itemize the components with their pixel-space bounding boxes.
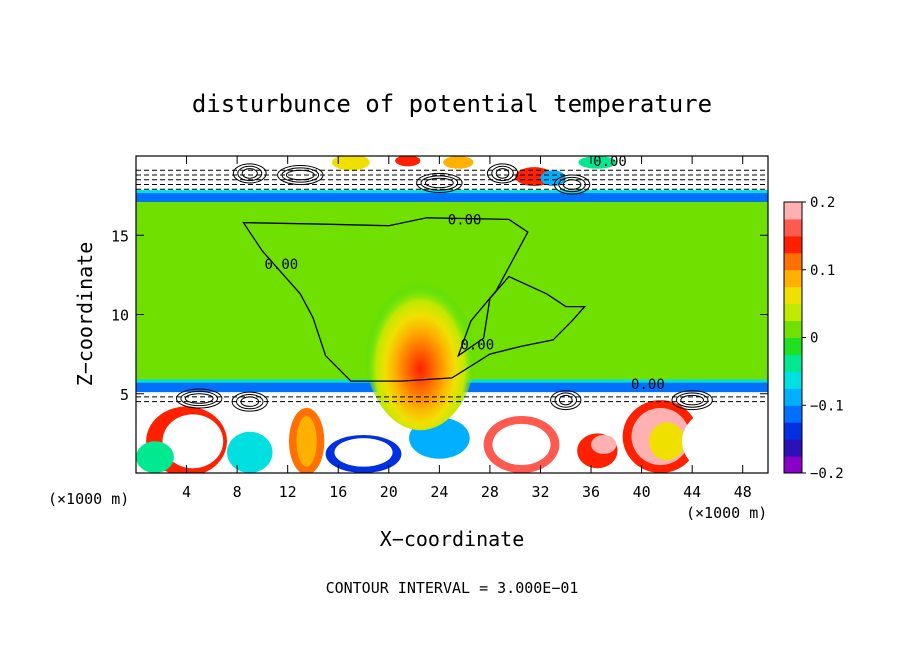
lower-patch-15 xyxy=(682,409,753,473)
lower-patch-9 xyxy=(492,423,551,466)
colorbar-tick-label-4: 0.1 xyxy=(810,263,835,279)
colorbar-tick-label-2: −0.1 xyxy=(810,398,844,414)
colorbar-swatch-13 xyxy=(784,252,802,271)
contour-label-3: 0.00 xyxy=(460,338,494,354)
colorbar-swatch-14 xyxy=(784,235,802,254)
lower-patch-16 xyxy=(136,441,174,473)
chart-title: disturbunce of potential temperature xyxy=(192,90,712,118)
x-tick-label-40: 40 xyxy=(633,483,651,501)
x-tick-label-16: 16 xyxy=(329,483,347,501)
swirl-contour-7-3 xyxy=(240,396,260,407)
x-axis-label: X−coordinate xyxy=(380,527,525,551)
x-tick-label-8: 8 xyxy=(233,483,242,501)
upper-patch-6 xyxy=(578,156,617,169)
contour-label-2: 0.00 xyxy=(265,257,299,273)
swirl-contour-8-1 xyxy=(550,390,582,411)
swirl-contour-7-2 xyxy=(235,394,264,410)
colorbar-swatch-8 xyxy=(784,337,802,355)
x-unit-left: (×1000 m) xyxy=(48,490,129,508)
x-tick-label-28: 28 xyxy=(481,483,499,501)
cold-band-top xyxy=(136,192,768,202)
colorbar-swatch-2 xyxy=(784,439,802,457)
y-axis-label: Z−coordinate xyxy=(73,242,97,387)
y-tick-label-10: 10 xyxy=(111,307,129,325)
y-tick-label-15: 15 xyxy=(111,227,129,245)
colorbar-swatch-6 xyxy=(784,371,802,389)
y-tick-label-5: 5 xyxy=(120,386,129,404)
swirl-contour-1-2 xyxy=(237,165,263,182)
swirl-contour-6-2 xyxy=(180,390,219,407)
x-tick-label-48: 48 xyxy=(734,483,752,501)
contour-label-4: 0.00 xyxy=(631,377,665,393)
lower-patch-11 xyxy=(591,434,617,454)
swirl-contour-2-2 xyxy=(281,167,320,183)
colorbar-swatch-10 xyxy=(784,303,802,322)
x-unit-right: (×1000 m) xyxy=(686,504,767,522)
cold-band-top-edge xyxy=(136,190,768,194)
x-tick-label-20: 20 xyxy=(380,483,398,501)
colorbar-swatch-15 xyxy=(784,218,802,237)
colorbar-swatch-7 xyxy=(784,354,802,372)
plot-area: 0.00 0.00 0.00 0.00 0.00 xyxy=(136,154,768,473)
upper-patch-2 xyxy=(395,156,421,167)
colorbar-swatch-4 xyxy=(784,405,802,423)
colorbar-swatch-16 xyxy=(784,202,802,220)
upper-patch-3 xyxy=(443,156,474,169)
colorbar-tick-label-5: 0.2 xyxy=(810,195,835,211)
y-axis: 5 10 15 xyxy=(111,227,768,404)
swirl-contour-2-3 xyxy=(285,169,315,181)
lower-patch-4 xyxy=(296,415,317,467)
colorbar-tick-label-3: 0 xyxy=(810,331,818,347)
swirl-contour-3-3 xyxy=(424,177,454,189)
lower-patch-2 xyxy=(162,414,224,469)
lower-patch-14 xyxy=(649,422,685,461)
contour-label-5: 0.00 xyxy=(593,154,627,170)
swirl-contour-6-1 xyxy=(175,388,223,409)
swirl-contour-4-3 xyxy=(495,168,510,179)
upper-patch-1 xyxy=(331,156,370,171)
x-axis: 4 8 12 16 20 24 28 32 36 40 44 48 xyxy=(182,156,752,501)
colorbar-tick-label-1: −0.2 xyxy=(810,466,844,482)
swirl-contour-6-3 xyxy=(184,393,214,404)
zero-contour xyxy=(242,217,587,382)
warm-core xyxy=(363,255,478,431)
swirl-contour-9-3 xyxy=(680,394,705,406)
colorbar-swatch-12 xyxy=(784,269,802,288)
swirl-contour-9-2 xyxy=(675,392,709,408)
colorbar-swatch-5 xyxy=(784,388,802,406)
contour-interval-note: CONTOUR INTERVAL = 3.000E−01 xyxy=(326,579,579,597)
x-tick-label-32: 32 xyxy=(531,483,549,501)
swirl-contour-1-3 xyxy=(241,168,258,179)
x-tick-label-24: 24 xyxy=(430,483,448,501)
x-tick-label-12: 12 xyxy=(279,483,297,501)
swirl-contour-1-1 xyxy=(232,163,267,184)
lower-patch-6 xyxy=(334,438,393,467)
x-tick-label-44: 44 xyxy=(683,483,701,501)
colorbar-swatch-11 xyxy=(784,286,802,305)
colorbar-swatch-3 xyxy=(784,422,802,440)
swirl-contour-8-2 xyxy=(554,392,578,408)
swirl-contour-9-1 xyxy=(671,390,713,411)
upper-patch-5 xyxy=(540,170,566,187)
x-tick-label-4: 4 xyxy=(182,483,191,501)
colorbar: −0.2 −0.1 0 0.1 0.2 xyxy=(783,195,844,482)
swirl-contour-4-2 xyxy=(491,165,514,182)
swirl-contour-3-2 xyxy=(420,175,459,191)
x-tick-label-36: 36 xyxy=(582,483,600,501)
lower-patch-17 xyxy=(227,431,273,473)
swirl-contour-2-1 xyxy=(277,165,324,186)
swirl-contour-7-1 xyxy=(231,391,268,412)
swirl-contour-5-1 xyxy=(553,174,591,195)
swirl-contour-5-2 xyxy=(558,176,586,193)
swirl-contour-3-1 xyxy=(416,172,463,193)
swirl-contour-8-3 xyxy=(558,394,573,406)
contour-label-1: 0.00 xyxy=(448,212,482,228)
colorbar-swatch-9 xyxy=(784,320,802,338)
swirl-contour-4-1 xyxy=(486,163,519,184)
colorbar-swatch-1 xyxy=(784,456,802,474)
swirl-contour-5-3 xyxy=(562,179,582,190)
